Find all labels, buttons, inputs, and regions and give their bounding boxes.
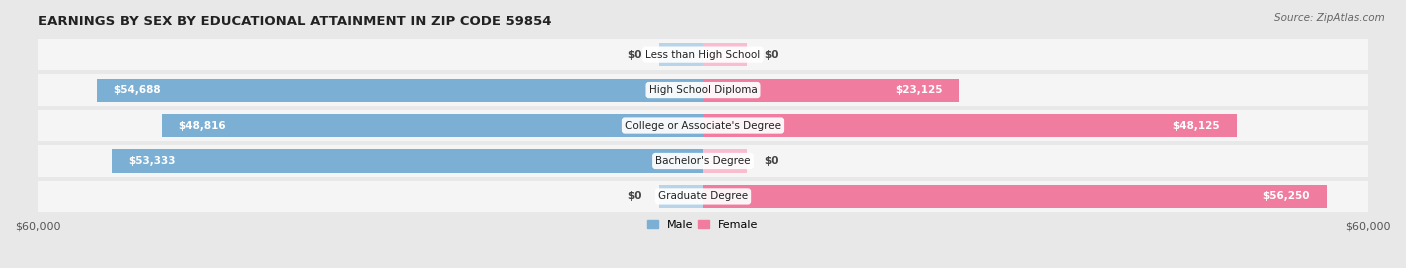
Text: $0: $0 — [627, 191, 643, 202]
Text: Graduate Degree: Graduate Degree — [658, 191, 748, 202]
Bar — [111, 150, 703, 173]
Text: High School Diploma: High School Diploma — [648, 85, 758, 95]
Bar — [162, 114, 703, 137]
Text: $48,816: $48,816 — [179, 121, 226, 131]
Bar — [38, 75, 1368, 106]
Text: $48,125: $48,125 — [1173, 121, 1220, 131]
Bar — [38, 145, 1368, 177]
Bar — [703, 43, 748, 66]
Text: $0: $0 — [627, 50, 643, 59]
Text: Less than High School: Less than High School — [645, 50, 761, 59]
Text: $23,125: $23,125 — [896, 85, 943, 95]
Bar — [38, 110, 1368, 141]
Bar — [658, 185, 703, 208]
Text: College or Associate's Degree: College or Associate's Degree — [626, 121, 780, 131]
Bar — [38, 39, 1368, 70]
Bar — [703, 114, 1237, 137]
Text: Bachelor's Degree: Bachelor's Degree — [655, 156, 751, 166]
Text: $0: $0 — [763, 50, 779, 59]
Bar — [703, 185, 1327, 208]
Legend: Male, Female: Male, Female — [643, 215, 763, 234]
Bar — [97, 79, 703, 102]
Bar — [38, 181, 1368, 212]
Text: $0: $0 — [763, 156, 779, 166]
Bar — [658, 43, 703, 66]
Text: $53,333: $53,333 — [128, 156, 176, 166]
Text: Source: ZipAtlas.com: Source: ZipAtlas.com — [1274, 13, 1385, 23]
Bar — [703, 79, 959, 102]
Text: $54,688: $54,688 — [114, 85, 160, 95]
Text: EARNINGS BY SEX BY EDUCATIONAL ATTAINMENT IN ZIP CODE 59854: EARNINGS BY SEX BY EDUCATIONAL ATTAINMEN… — [38, 15, 551, 28]
Bar — [703, 150, 748, 173]
Text: $56,250: $56,250 — [1263, 191, 1310, 202]
